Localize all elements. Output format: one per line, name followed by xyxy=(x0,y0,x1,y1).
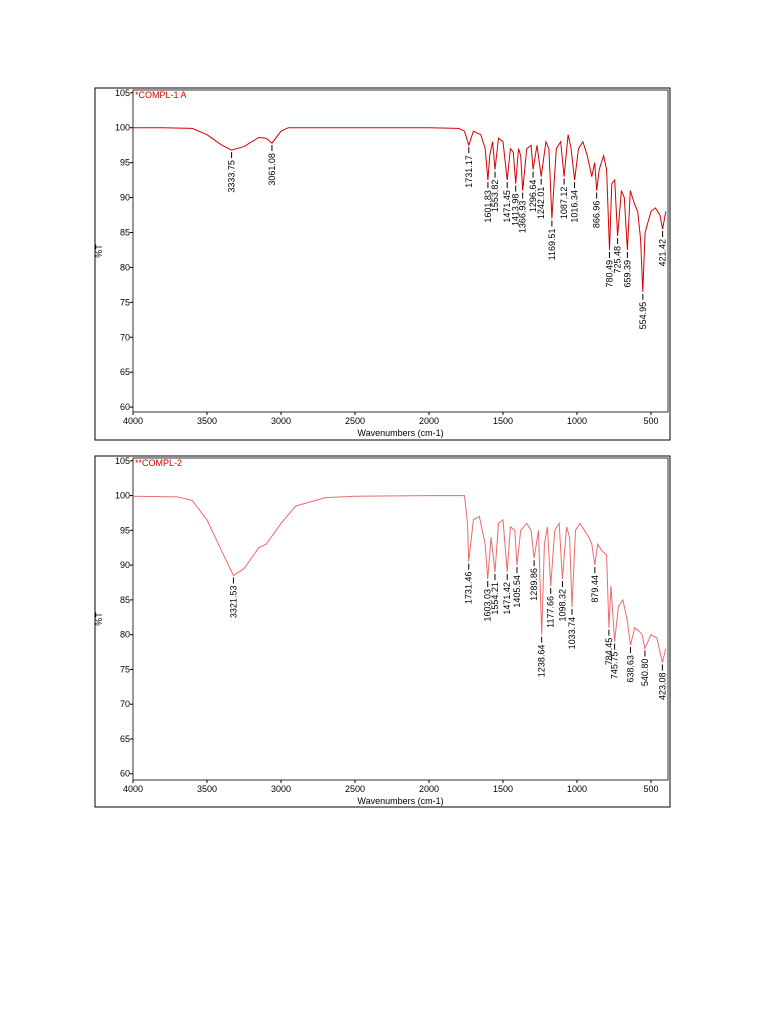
peak-label: 1177.66 xyxy=(546,596,556,628)
plot-area xyxy=(132,89,669,413)
y-tick-label: 95 xyxy=(120,158,130,168)
peak-label: 1553.82 xyxy=(490,180,500,213)
x-tick-label: 1500 xyxy=(493,784,513,794)
peak-label: 1405.54 xyxy=(512,575,522,608)
x-tick-label: 2000 xyxy=(419,784,439,794)
y-tick-label: 95 xyxy=(120,525,130,535)
y-tick-label: 85 xyxy=(120,595,130,605)
peak-label: 1296.64 xyxy=(528,180,538,213)
x-tick-label: 500 xyxy=(643,416,658,426)
y-tick-label: 65 xyxy=(120,367,130,377)
y-tick-label: 70 xyxy=(120,332,130,342)
peak-label: 421.42 xyxy=(658,239,668,267)
y-tick-label: 80 xyxy=(120,630,130,640)
peak-label: 1554.21 xyxy=(490,582,500,615)
y-tick-label: 100 xyxy=(115,123,130,133)
x-tick-label: 4000 xyxy=(123,784,143,794)
peak-label: 1413.98 xyxy=(511,194,521,227)
x-tick-label: 3500 xyxy=(197,784,217,794)
y-axis-label: %T xyxy=(94,612,104,626)
peak-label: 879.44 xyxy=(590,575,600,603)
peak-label: 3321.53 xyxy=(228,586,238,619)
plot-area xyxy=(132,457,669,781)
peak-label: 1087.12 xyxy=(559,187,569,220)
peak-label: 780.49 xyxy=(604,260,614,288)
x-tick-label: 1000 xyxy=(567,416,587,426)
peak-label: 638.63 xyxy=(625,655,635,683)
peak-label: 1731.17 xyxy=(464,155,474,188)
y-tick-label: 100 xyxy=(115,491,130,501)
peak-label: 3333.75 xyxy=(227,160,237,193)
y-tick-label: 70 xyxy=(120,699,130,709)
peak-label: 745.75 xyxy=(610,652,620,680)
x-tick-label: 1000 xyxy=(567,784,587,794)
y-tick-label: 75 xyxy=(120,664,130,674)
peak-label: 1169.51 xyxy=(547,229,557,261)
x-axis-label: Wavenumbers (cm-1) xyxy=(357,428,443,438)
y-tick-label: 105 xyxy=(115,456,130,466)
peak-label: 1366.93 xyxy=(518,201,528,234)
y-tick-label: 105 xyxy=(115,88,130,98)
x-axis-label: Wavenumbers (cm-1) xyxy=(357,796,443,806)
x-tick-label: 3000 xyxy=(271,784,291,794)
x-tick-label: 4000 xyxy=(123,416,143,426)
peak-label: 1289.86 xyxy=(529,568,539,601)
peak-label: 866.96 xyxy=(592,201,602,229)
peak-label: 1238.64 xyxy=(537,645,547,678)
y-tick-label: 60 xyxy=(120,402,130,412)
peak-label: 659.39 xyxy=(622,260,632,288)
x-tick-label: 500 xyxy=(643,784,658,794)
chart-title: **COMPL-2 xyxy=(135,458,182,468)
peak-label: 784.45 xyxy=(604,638,614,666)
peak-label: 1731.46 xyxy=(464,572,474,605)
peak-label: 1016.34 xyxy=(570,190,580,223)
peak-label: 1033.74 xyxy=(567,617,577,650)
x-tick-label: 3000 xyxy=(271,416,291,426)
spectrum-line xyxy=(132,495,667,663)
x-tick-label: 2500 xyxy=(345,784,365,794)
peak-label: 3061.08 xyxy=(267,153,277,186)
y-tick-label: 85 xyxy=(120,227,130,237)
y-tick-label: 60 xyxy=(120,769,130,779)
peak-label: 725.48 xyxy=(613,246,623,274)
peak-label: 1098.32 xyxy=(557,589,567,622)
y-axis-label: %T xyxy=(94,244,104,258)
x-tick-label: 2000 xyxy=(419,416,439,426)
peak-label: 554.95 xyxy=(638,302,648,330)
peak-label: 1603.03 xyxy=(483,589,493,622)
y-tick-label: 90 xyxy=(120,193,130,203)
y-tick-label: 75 xyxy=(120,297,130,307)
frame xyxy=(94,87,671,441)
spectrum-line xyxy=(133,127,667,292)
chart-title: *COMPL-1 A xyxy=(135,90,187,100)
peak-label: 1242.01 xyxy=(536,187,546,220)
peak-label: 540.80 xyxy=(640,659,650,687)
x-tick-label: 2500 xyxy=(345,416,365,426)
peak-label: 1471.42 xyxy=(502,582,512,615)
y-tick-label: 90 xyxy=(120,560,130,570)
y-tick-label: 65 xyxy=(120,734,130,744)
peak-label: 1601.83 xyxy=(483,190,493,223)
x-tick-label: 3500 xyxy=(197,416,217,426)
frame xyxy=(94,455,671,808)
x-tick-label: 1500 xyxy=(493,416,513,426)
peak-label: 1471.45 xyxy=(502,190,512,223)
y-tick-label: 80 xyxy=(120,262,130,272)
peak-label: 423.08 xyxy=(657,672,667,700)
